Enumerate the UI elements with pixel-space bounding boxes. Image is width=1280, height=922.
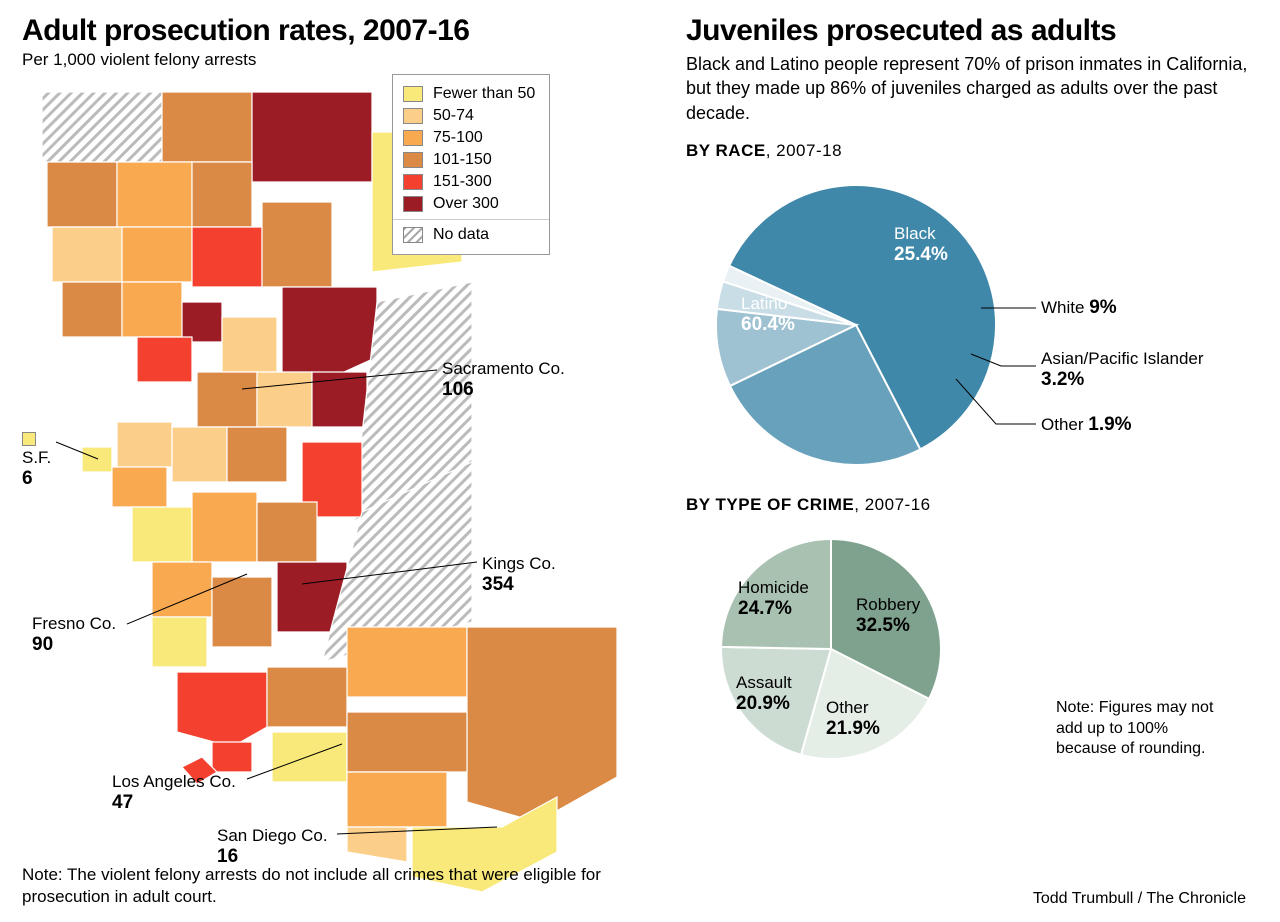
- crime-label-assault: Assault 20.9%: [736, 673, 792, 716]
- race-pct-api: 3.2%: [1041, 369, 1084, 390]
- race-label-latino: Latino 60.4%: [741, 294, 795, 337]
- race-pct-white: 9%: [1089, 297, 1116, 318]
- california-map: [22, 72, 662, 892]
- callout-fresno: Fresno Co. 90: [32, 614, 116, 656]
- race-pie: Latino 60.4% Black 25.4% White 9% Asian/…: [686, 169, 1258, 479]
- race-heading-text: BY RACE: [686, 141, 766, 160]
- legend-label-5: Over 300: [433, 195, 499, 213]
- callout-kings-name: Kings Co.: [482, 554, 556, 573]
- callout-sac-value: 106: [442, 379, 474, 400]
- legend-swatch-0: [403, 86, 423, 102]
- map-title: Adult prosecution rates, 2007-16: [22, 14, 662, 48]
- race-pct-black: 25.4%: [894, 244, 948, 265]
- legend-swatch-3: [403, 152, 423, 168]
- crime-label-other: Other 21.9%: [826, 698, 880, 741]
- map-footnote: Note: The violent felony arrests do not …: [22, 864, 612, 908]
- callout-kings: Kings Co. 354: [482, 554, 556, 596]
- legend-label-4: 151-300: [433, 173, 492, 191]
- race-pct-latino: 60.4%: [741, 314, 795, 335]
- legend-swatch-5: [403, 196, 423, 212]
- callout-kings-value: 354: [482, 574, 514, 595]
- race-label-api: Asian/Pacific Islander 3.2%: [1041, 349, 1251, 392]
- race-label-other: Other 1.9%: [1041, 414, 1132, 437]
- legend-label-2: 75-100: [433, 129, 483, 147]
- crime-footnote: Note: Figures may not add up to 100% bec…: [1056, 698, 1226, 760]
- legend-label-3: 101-150: [433, 151, 492, 169]
- callout-la-name: Los Angeles Co.: [112, 772, 236, 791]
- legend-swatch-1: [403, 108, 423, 124]
- crime-pie: Robbery 32.5% Other 21.9% Assault 20.9% …: [686, 523, 1258, 783]
- callout-sd-name: San Diego Co.: [217, 826, 328, 845]
- legend-label-nodata: No data: [433, 226, 489, 244]
- callout-sf-value: 6: [22, 468, 33, 489]
- race-label-white: White 9%: [1041, 297, 1117, 320]
- race-label-black: Black 25.4%: [894, 224, 948, 267]
- race-pct-other: 1.9%: [1088, 414, 1131, 435]
- right-intro: Black and Latino people represent 70% of…: [686, 52, 1258, 125]
- map-legend: Fewer than 50 50-74 75-100 101-150 151-3…: [392, 74, 550, 255]
- crime-label-robbery: Robbery 32.5%: [856, 595, 920, 638]
- callout-sac-name: Sacramento Co.: [442, 359, 565, 378]
- callout-la: Los Angeles Co. 47: [112, 772, 236, 814]
- callout-fresno-value: 90: [32, 634, 53, 655]
- callout-la-value: 47: [112, 792, 133, 813]
- callout-sf: S.F. 6: [22, 432, 51, 490]
- crime-heading-text: BY TYPE OF CRIME: [686, 495, 854, 514]
- legend-label-1: 50-74: [433, 107, 474, 125]
- callout-fresno-name: Fresno Co.: [32, 614, 116, 633]
- crime-heading-period: , 2007-16: [854, 495, 930, 514]
- legend-swatch-nodata: [403, 227, 423, 243]
- legend-swatch-2: [403, 130, 423, 146]
- credit-line: Todd Trumbull / The Chronicle: [1033, 890, 1246, 908]
- legend-label-0: Fewer than 50: [433, 85, 535, 103]
- right-title: Juveniles prosecuted as adults: [686, 14, 1258, 48]
- race-heading-period: , 2007-18: [766, 141, 842, 160]
- callout-sacramento: Sacramento Co. 106: [442, 359, 565, 401]
- callout-sf-name: S.F.: [22, 448, 51, 467]
- map-subtitle: Per 1,000 violent felony arrests: [22, 50, 662, 70]
- callout-sd: San Diego Co. 16: [217, 826, 328, 868]
- legend-swatch-4: [403, 174, 423, 190]
- race-heading: BY RACE, 2007-18: [686, 141, 1258, 161]
- crime-heading: BY TYPE OF CRIME, 2007-16: [686, 495, 1258, 515]
- crime-label-homicide: Homicide 24.7%: [738, 578, 809, 621]
